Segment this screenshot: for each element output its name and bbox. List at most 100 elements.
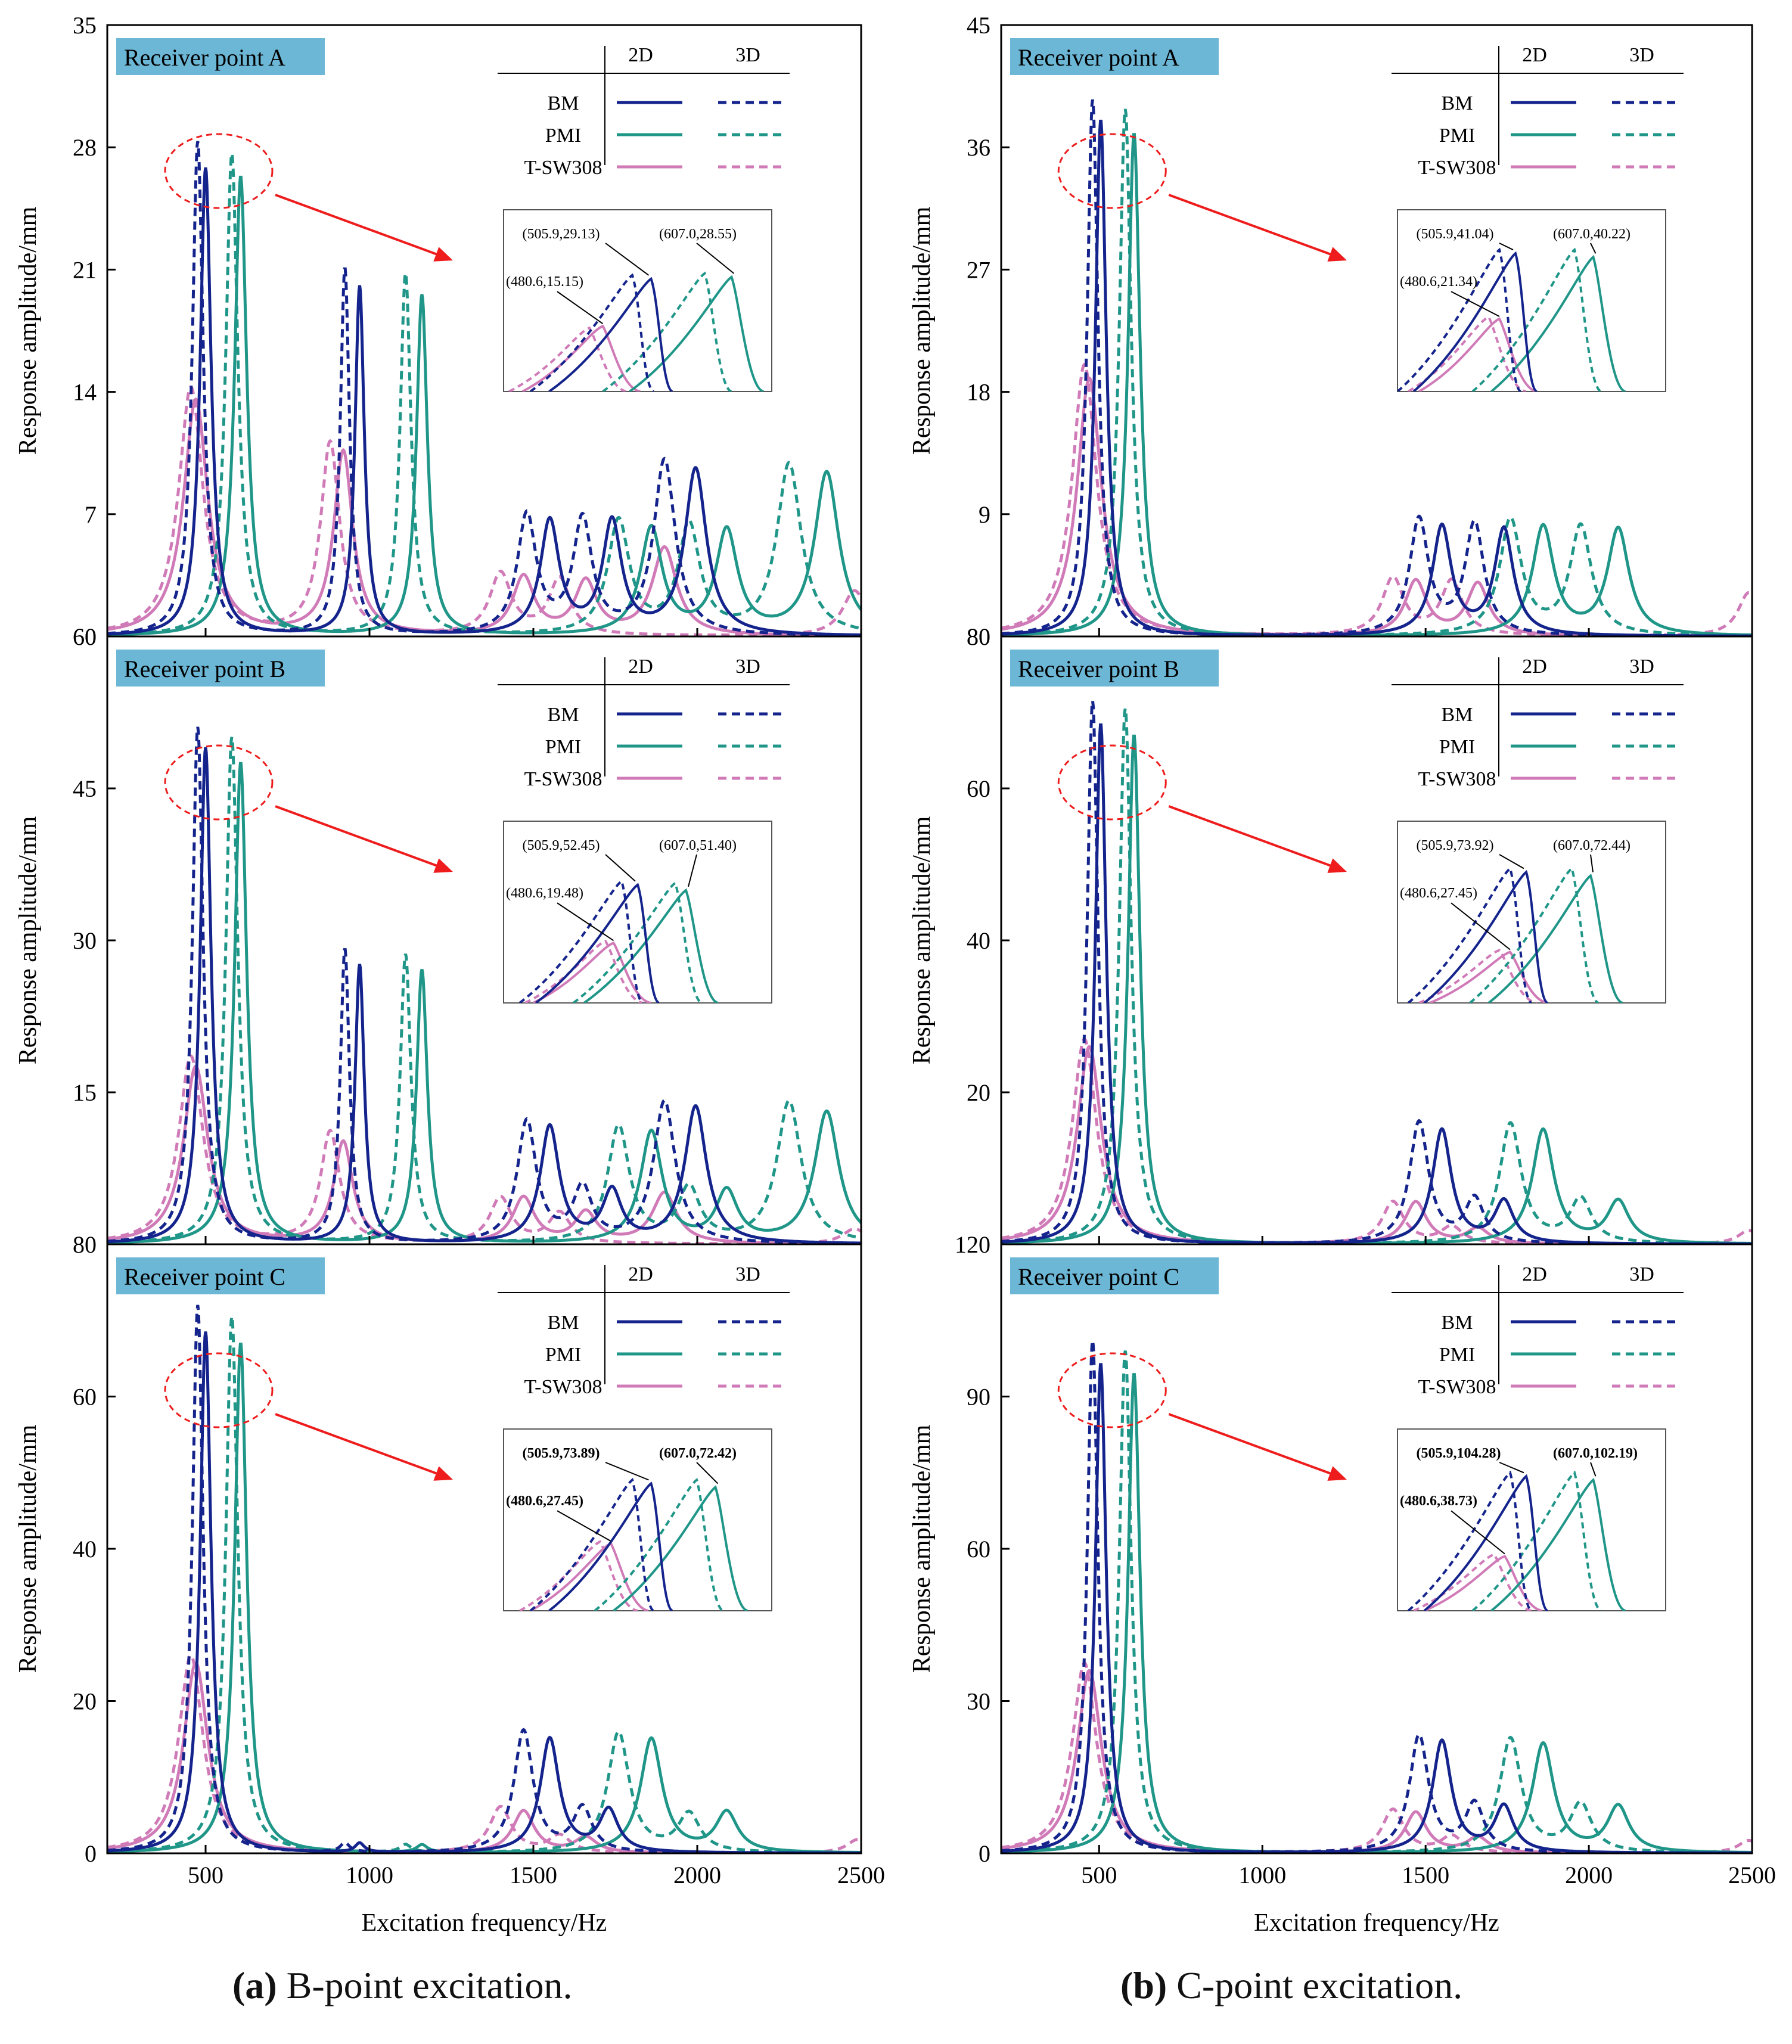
legend-item-label: BM (548, 1312, 579, 1334)
y-axis-label: Response amplitude/mm (908, 816, 936, 1064)
inset-label-pmi: (607.0,51.40) (659, 838, 737, 853)
inset-label-pmi: (607.0,72.42) (659, 1446, 737, 1461)
y-tick-label: 60 (73, 1384, 97, 1411)
y-tick-label: 9 (979, 501, 990, 528)
y-tick-label-bottom: 80 (967, 623, 990, 650)
legend-item-label: BM (548, 704, 579, 726)
x-tick-label: 1000 (346, 1862, 393, 1888)
inset-curve-bm2 (1412, 251, 1538, 392)
inset-frame (503, 821, 772, 1004)
receiver-label-bg (1010, 1257, 1219, 1294)
zoom-inset: (505.9,104.28) (607.0,102.19) (480.6,38.73… (1397, 1428, 1666, 1611)
caption-b-letter: (b) (1120, 1964, 1167, 2006)
y-tick-label: 80 (967, 623, 990, 650)
receiver-label-bg (1010, 38, 1219, 75)
inset-curve-bm2 (548, 277, 673, 392)
legend-header-3d: 3D (1629, 656, 1654, 678)
inset-curve-tsw2 (532, 941, 652, 1003)
zoom-inset: (505.9,73.89) (607.0,72.42) (480.6,27.45) (503, 1428, 772, 1611)
inset-curve-pmi2 (629, 275, 765, 392)
legend-item-label: T-SW308 (524, 768, 602, 790)
series-bm-2d (107, 747, 861, 1244)
inset-curve-pmi2 (613, 1485, 749, 1611)
inset-curve-tsw2 (1429, 950, 1548, 1003)
receiver-label: Receiver point C (1010, 1257, 1219, 1294)
inset-pointer-tsw (1451, 1510, 1505, 1555)
receiver-label-bg (116, 1257, 325, 1294)
inset-pointer-pmi (688, 854, 697, 887)
zoom-arrow-head (1327, 858, 1347, 873)
inset-curve-tsw3 (508, 326, 628, 392)
legend-item-label: PMI (1439, 125, 1475, 147)
legend-item-label: BM (1442, 92, 1473, 114)
inset-pointer-tsw (1451, 291, 1500, 317)
legend-item-label: BM (1442, 704, 1473, 726)
series-t-sw308-2d (107, 397, 861, 636)
inset-curve-pmi2 (583, 888, 719, 1003)
inset-label-tsw: (480.6,21.34) (1400, 274, 1477, 290)
panel-b-2: 0 30 60 90 Response amplitude/mm Receiver poi… (908, 1243, 1753, 1867)
y-tick-label: 28 (73, 134, 97, 161)
x-axis-label: Excitation frequency/Hz (362, 1909, 607, 1937)
inset-label-bm: (505.9,73.92) (1417, 838, 1494, 853)
highlight-ellipse (1057, 133, 1167, 209)
inset-curve-bm2 (548, 1481, 673, 1611)
x-tick-label: 2500 (837, 1862, 885, 1888)
inset-pointer-bm (605, 1462, 649, 1481)
inset-curve-bm2 (535, 883, 660, 1003)
zoom-arrow-head (433, 858, 453, 873)
series-t-sw308-3d (107, 385, 861, 636)
inset-curve-tsw3 (1407, 315, 1527, 392)
legend-header-3d: 3D (1629, 1263, 1654, 1285)
inset-curve-bm3 (1397, 247, 1522, 392)
y-tick-label: 7 (85, 501, 97, 528)
series-pmi-2d (107, 1343, 861, 1853)
legend-header-3d: 3D (735, 44, 760, 66)
legend-item-label: PMI (1439, 1344, 1475, 1366)
series-bm-3d (107, 726, 861, 1244)
receiver-label-bg (116, 38, 325, 75)
panel-b-1: 20 40 60 80 120 Response amplitude/mm Receiver… (908, 623, 1753, 1258)
caption-a-letter: (a) (232, 1964, 277, 2006)
inset-pointer-pmi (1590, 1462, 1597, 1477)
y-tick-label: 21 (73, 256, 97, 283)
receiver-label-text: Receiver point C (124, 1263, 285, 1290)
legend-item-label: PMI (545, 125, 581, 147)
inset-curve-pmi3 (602, 271, 732, 392)
x-tick-label: 1500 (510, 1862, 557, 1888)
y-tick-label: 40 (73, 1536, 97, 1562)
zoom-arrow (1168, 1413, 1341, 1478)
x-axis-a: 500 1000 1500 2000 2500 Excitation frequency/… (188, 1862, 885, 1937)
inset-pointer-tsw (557, 1510, 611, 1542)
legend-item-label: PMI (545, 1344, 581, 1366)
x-tick-label: 2500 (1728, 1862, 1776, 1888)
inset-curve-tsw3 (1418, 949, 1538, 1003)
y-tick-label: 14 (73, 379, 97, 406)
receiver-label-text: Receiver point A (1018, 44, 1179, 71)
y-tick-label: 60 (967, 1536, 990, 1562)
inset-label-pmi: (607.0,102.19) (1553, 1446, 1638, 1461)
highlight-ellipse (164, 744, 274, 821)
x-tick-label: 500 (1081, 1862, 1117, 1888)
legend-header-2d: 2D (1522, 656, 1547, 678)
inset-pointer-bm (605, 854, 636, 882)
inset-curve-tsw3 (1413, 1553, 1532, 1611)
legend-header-3d: 3D (735, 656, 760, 678)
zoom-arrow (275, 805, 448, 871)
panel-a-2: 0 20 40 60 Response amplitude/mm Receiver poi… (14, 1243, 862, 1867)
zoom-arrow-head (433, 1466, 453, 1481)
legend-item-label: T-SW308 (1418, 1376, 1496, 1398)
series-pmi-3d (1001, 108, 1752, 636)
inset-label-bm: (505.9,52.45) (523, 838, 600, 853)
receiver-label-bg (116, 650, 325, 686)
inset-pointer-pmi (1590, 854, 1594, 872)
caption-b: (b) C-point excitation. (1120, 1964, 1462, 2008)
legend: 2D 3D BM PMI T-SW308 (1392, 1263, 1684, 1398)
y-tick-label: 90 (967, 1384, 990, 1411)
zoom-arrow-head (433, 247, 453, 262)
legend: 2D 3D BM PMI T-SW308 (1392, 656, 1684, 790)
y-tick-label-bottom: 120 (955, 1231, 990, 1258)
caption-a: (a) B-point excitation. (232, 1964, 573, 2008)
y-tick-label: 20 (73, 1688, 97, 1715)
